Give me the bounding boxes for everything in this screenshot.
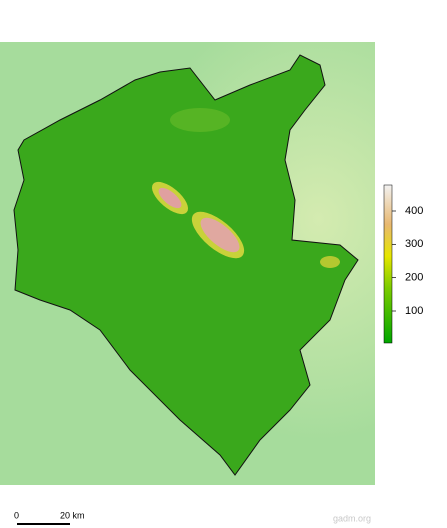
credit: gadm.org (333, 513, 371, 523)
region-shape (13, 54, 359, 476)
highlands (151, 108, 340, 268)
colorbar-tick-label: 400 (405, 205, 423, 217)
scale-end: 20 km (60, 510, 85, 520)
colorbar-tick-label: 300 (405, 238, 423, 250)
scale-start: 0 (14, 510, 19, 520)
colorbar-tick-label: 100 (405, 305, 423, 317)
colorbar (383, 184, 393, 344)
colorbar-tick-label: 200 (405, 272, 423, 284)
